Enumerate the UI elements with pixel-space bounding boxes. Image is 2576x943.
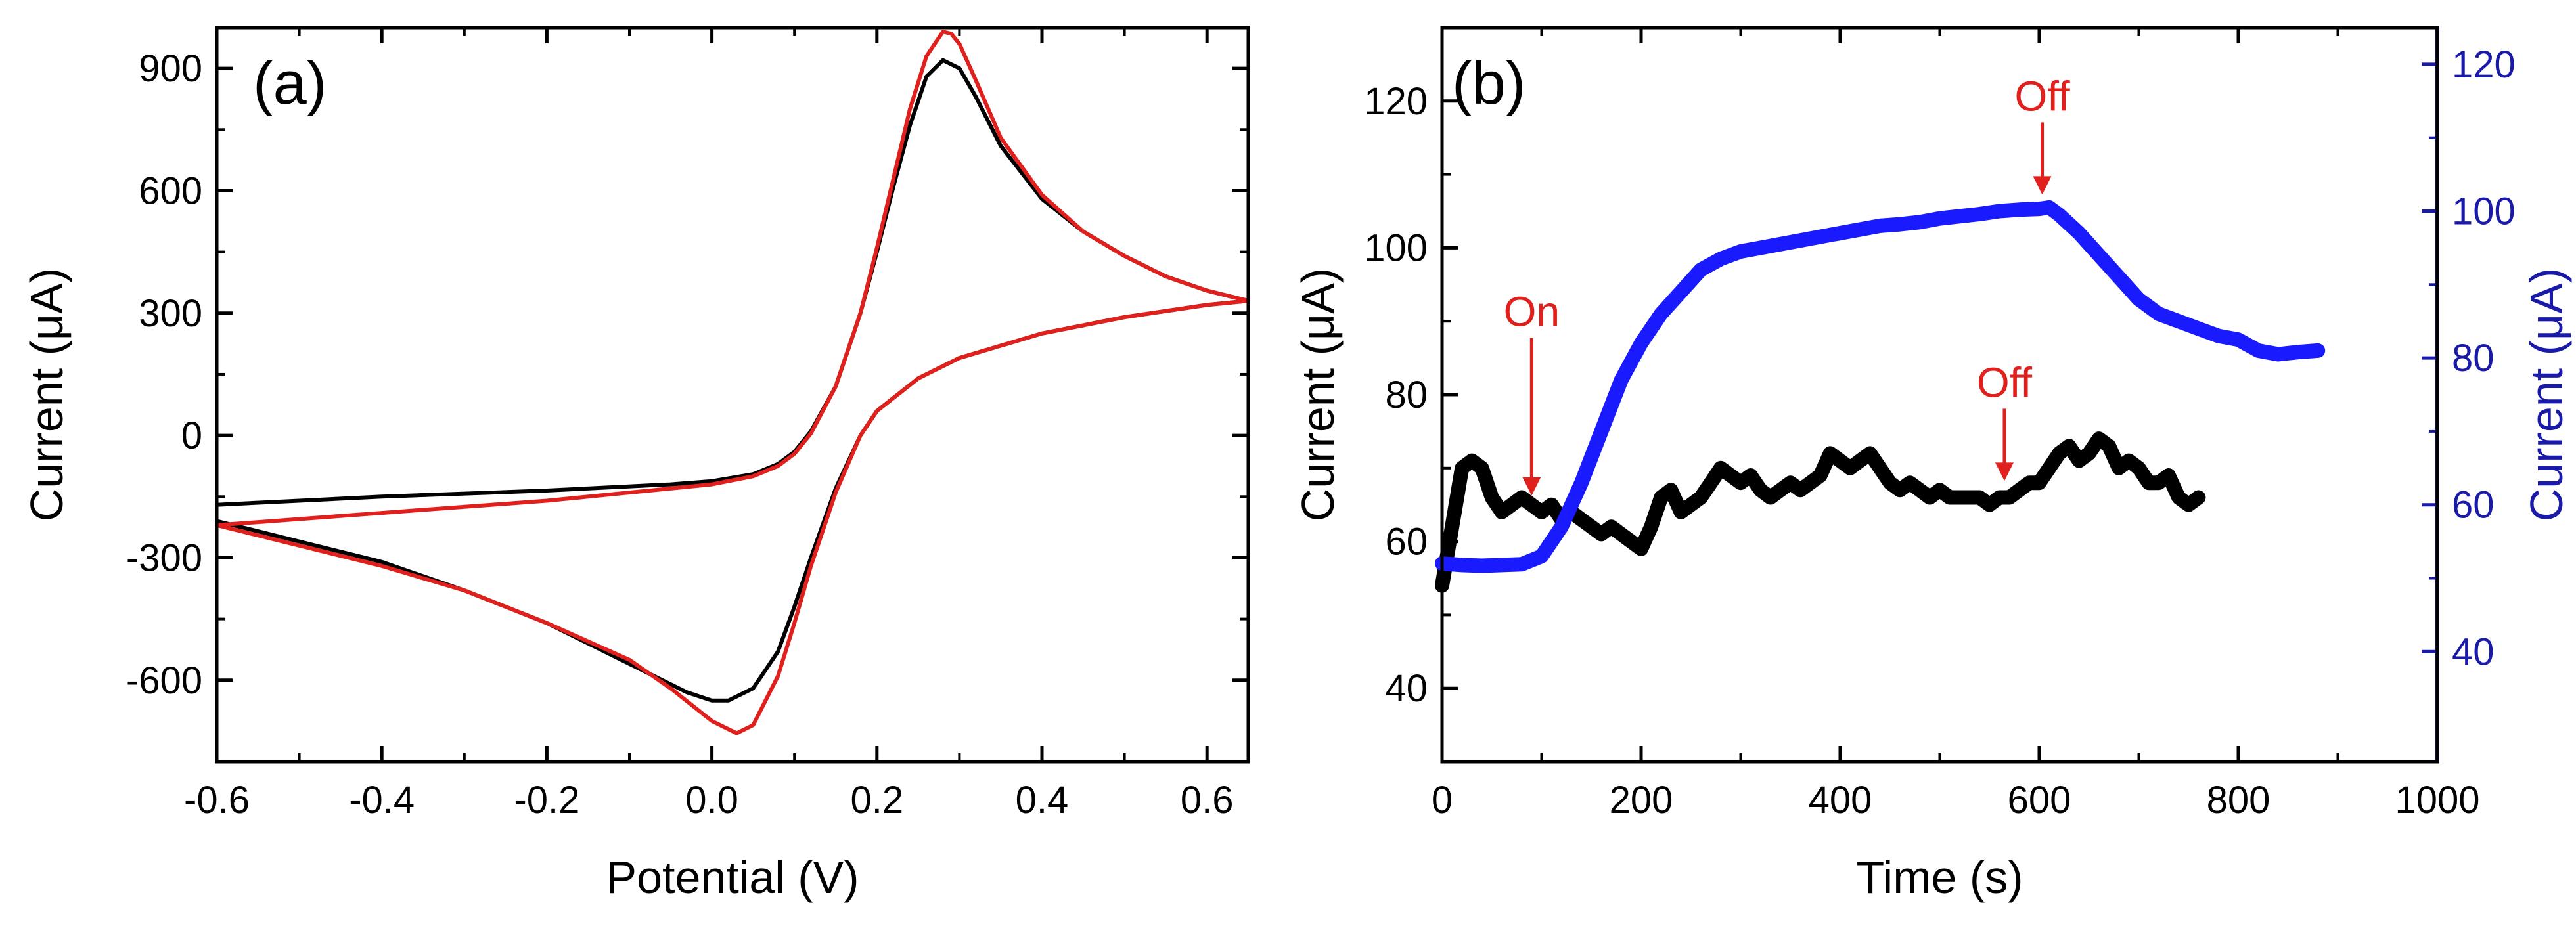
y-tick-label: 120 [1364, 80, 1428, 123]
x-tick-label: -0.6 [184, 779, 250, 822]
x-tick-label: 800 [2207, 779, 2271, 822]
x-axis-label: Potential (V) [606, 852, 859, 903]
annotation-on-label: On [1504, 288, 1560, 336]
y2-tick-label: 100 [2452, 190, 2516, 233]
x-tick-label: 200 [1610, 779, 1673, 822]
y2-axis-label: Current (μA) [2521, 268, 2572, 522]
x-tick-label: 0.6 [1181, 779, 1234, 822]
y2-tick-label: 120 [2452, 43, 2516, 86]
panel-a-label: (a) [253, 50, 327, 117]
annotation-off-label: Off [2014, 72, 2069, 120]
y-axis-label: Current (μA) [21, 268, 72, 522]
x-tick-label: 0.0 [685, 779, 738, 822]
y-tick-label: -300 [126, 537, 202, 579]
y2-tick-label: 80 [2452, 337, 2495, 380]
x-tick-label: 0.4 [1016, 779, 1069, 822]
panel-b: 0 200 400 600 800 1000 40 60 80 100 120 Time (s) Cur… [1292, 26, 2572, 903]
y-tick-label: 40 [1385, 667, 1428, 710]
annotation-arrow-head [1995, 462, 2014, 481]
x-axis-label: Time (s) [1856, 852, 2023, 903]
x-tick-label: -0.2 [514, 779, 579, 822]
y-tick-label: 100 [1364, 227, 1428, 269]
annotation-arrow-head [2033, 176, 2052, 195]
y2-tick-label: 60 [2452, 484, 2495, 527]
y2-tick-label: 40 [2452, 630, 2495, 673]
y-tick-label: 80 [1385, 374, 1428, 416]
x-tick-label: 600 [2008, 779, 2071, 822]
y-tick-label: 0 [181, 414, 202, 457]
x-tick-label: 400 [1809, 779, 1872, 822]
series-line-red [215, 30, 1250, 735]
series-line-black [215, 58, 1250, 703]
y-tick-label: 60 [1385, 521, 1428, 563]
y-tick-label: -600 [126, 659, 202, 702]
y-tick-label: 300 [139, 292, 202, 335]
annotation-arrow-head [1522, 477, 1541, 496]
plot-frame [1440, 26, 2439, 764]
x-tick-label: 0 [1432, 779, 1453, 822]
y-tick-label: 900 [139, 47, 202, 90]
x-tick-label: 1000 [2395, 779, 2479, 822]
series-line-black [1435, 431, 2206, 593]
x-tick-label: 0.2 [850, 779, 903, 822]
x-tick-label: -0.4 [349, 779, 415, 822]
plot-frame [215, 26, 1250, 764]
series-line-blue [1435, 200, 2326, 573]
annotation-off-label: Off [1977, 359, 2032, 406]
y-axis-label: Current (μA) [1292, 268, 1344, 522]
panel-a: -0.6 -0.4 -0.2 0.0 0.2 0.4 0.6 -600 -300 0 300 600 9… [21, 26, 1250, 903]
y-tick-label: 600 [139, 169, 202, 212]
panel-b-label: (b) [1452, 50, 1525, 117]
